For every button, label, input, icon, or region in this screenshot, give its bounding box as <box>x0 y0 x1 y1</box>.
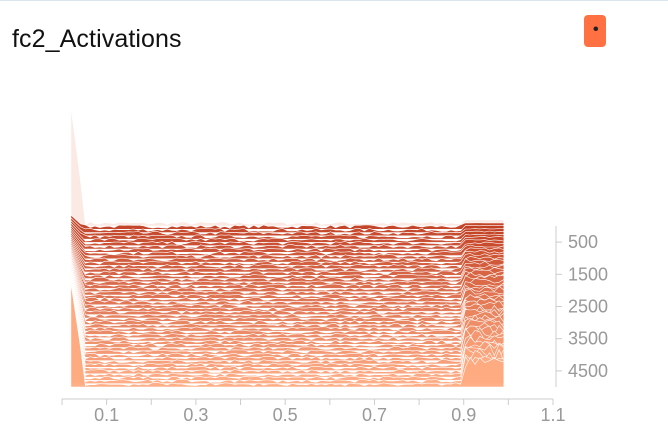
histogram-slice <box>70 259 505 306</box>
y-tick-label: 500 <box>568 232 598 252</box>
histogram-slice <box>70 281 505 378</box>
histogram-slice <box>70 273 505 345</box>
histogram-slice <box>70 278 505 365</box>
x-tick-label: 1.1 <box>540 405 565 425</box>
x-tick-label: 0.5 <box>273 405 298 425</box>
histogram-slice <box>70 250 505 286</box>
y-axis: 500 1500 2500 3500 4500 <box>555 226 608 387</box>
histogram-slice <box>70 214 505 230</box>
histogram-slice <box>70 222 505 240</box>
histogram-slice <box>70 280 505 375</box>
histogram-slice <box>70 231 505 253</box>
histogram-slice <box>70 270 505 335</box>
histogram-slice <box>70 239 505 266</box>
x-axis: 0.1 0.3 0.5 0.7 0.9 1.1 <box>61 398 566 425</box>
histogram-slice <box>70 224 505 243</box>
x-tick-label: 0.1 <box>94 405 119 425</box>
histogram-slice <box>70 276 505 358</box>
histogram-slice <box>70 279 505 371</box>
y-tick-label: 1500 <box>568 264 608 284</box>
histogram-slice <box>70 252 505 289</box>
histogram-slice <box>70 282 505 385</box>
card-menu-button[interactable]: • <box>584 15 606 47</box>
histogram-slice <box>70 272 505 342</box>
histogram-slice <box>70 237 505 263</box>
histogram-slice <box>70 269 505 332</box>
histogram-slice <box>70 227 505 247</box>
x-tick-label: 0.3 <box>183 405 208 425</box>
histogram-slice <box>70 233 505 256</box>
histogram-slice <box>70 219 505 237</box>
x-tick-label: 0.9 <box>451 405 476 425</box>
histogram-slice <box>70 276 505 355</box>
histogram-slice <box>70 229 505 250</box>
x-tick-label: 0.7 <box>362 405 387 425</box>
histogram-slice <box>70 235 505 260</box>
histogram-slice <box>70 249 505 283</box>
histogram-slice <box>70 257 505 299</box>
histogram-slice <box>70 243 505 273</box>
y-tick-label: 2500 <box>568 297 608 317</box>
y-tick-label: 4500 <box>568 361 608 381</box>
histogram-slice <box>70 282 505 388</box>
histogram-slice <box>70 274 505 348</box>
histogram-slice <box>70 258 505 302</box>
histogram-slice <box>70 263 505 316</box>
histogram-slice <box>70 254 505 293</box>
histogram-slice <box>70 106 505 227</box>
histogram-slice <box>70 271 505 339</box>
histogram-series <box>70 106 505 388</box>
dot-icon: • <box>593 21 599 39</box>
histogram-slice <box>70 261 505 309</box>
y-tick-label: 3500 <box>568 329 608 349</box>
histogram-slice <box>70 245 505 276</box>
histogram-slice <box>70 277 505 362</box>
histogram-slice <box>70 262 505 312</box>
histogram-slice <box>70 247 505 279</box>
histogram-slice <box>70 265 505 319</box>
histogram-slice <box>70 241 505 270</box>
histogram-slice <box>70 279 505 368</box>
histogram-slice <box>70 281 505 381</box>
histogram-slice <box>70 267 505 325</box>
histogram-slice <box>70 255 505 296</box>
histogram-slice <box>70 217 505 233</box>
histogram-slice <box>70 275 505 352</box>
card-title: fc2_Activations <box>12 25 182 53</box>
histogram-slice <box>70 268 505 329</box>
histogram-slice <box>70 266 505 322</box>
